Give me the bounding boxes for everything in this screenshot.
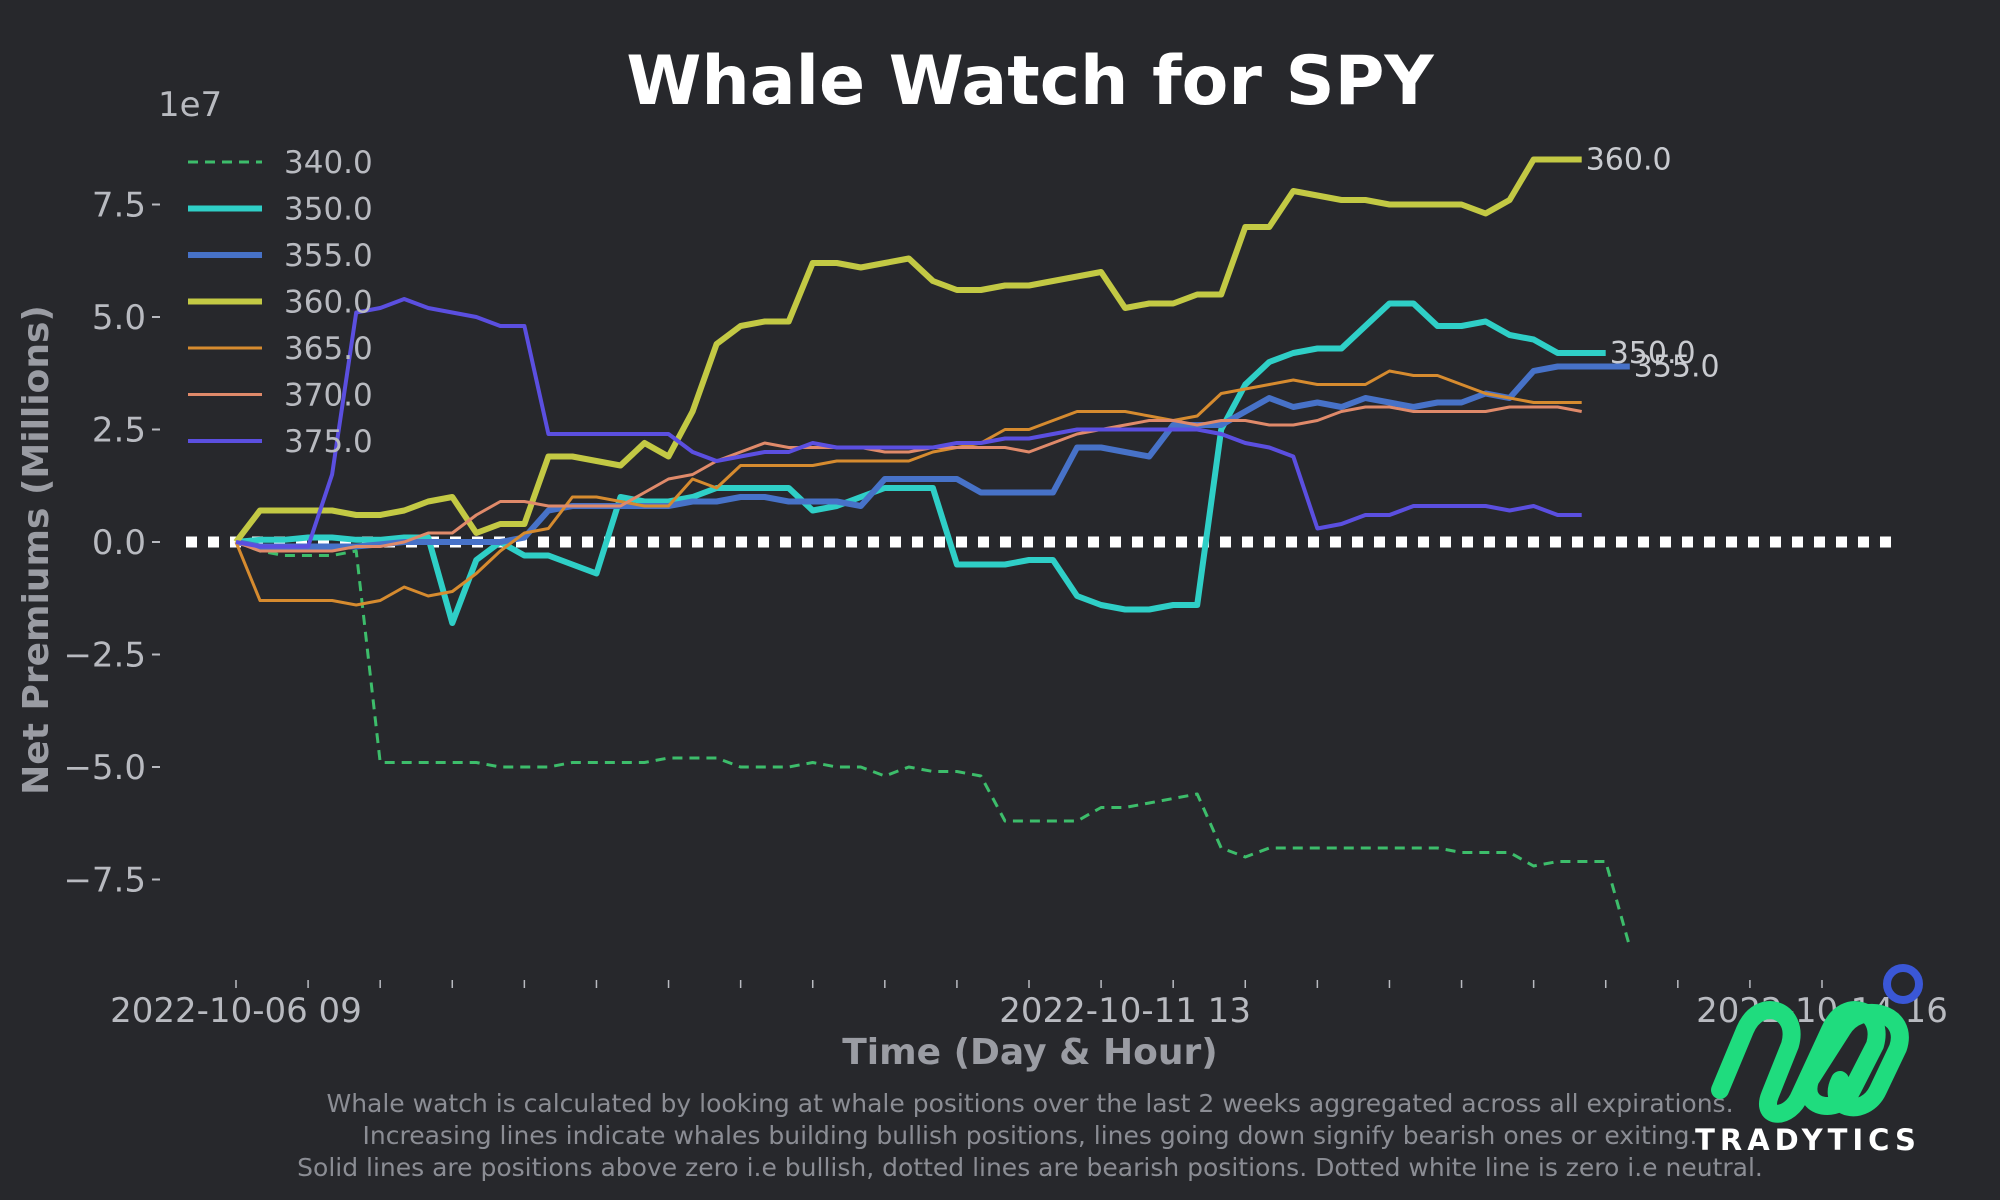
- series-line-360.0: [233, 156, 1582, 544]
- y-axis-label: Net Premiums (Millions): [16, 305, 57, 795]
- end-label: 355.0: [1634, 350, 1720, 385]
- legend-label: 370.0: [284, 378, 373, 414]
- end-label: 360.0: [1586, 143, 1672, 178]
- x-tick-label: 2022-10-06 09: [110, 991, 362, 1031]
- y-tick-label: −2.5: [63, 636, 146, 676]
- y-tick-label: 5.0: [92, 298, 146, 338]
- series-line-370.0: [235, 405, 1582, 553]
- legend-label: 375.0: [284, 424, 373, 460]
- x-axis: 2022-10-06 09 2022-10-11 13 2022-10-14 16: [110, 980, 1948, 1031]
- legend-label: 365.0: [284, 331, 373, 367]
- series-line-340.0: [235, 540, 1632, 948]
- legend-label: 360.0: [284, 285, 373, 321]
- y-offset-label: 1e7: [158, 85, 222, 125]
- brand-name: TRADYTICS: [1695, 1123, 1921, 1157]
- series-line-375.0: [235, 297, 1582, 549]
- x-axis-label: Time (Day & Hour): [842, 1032, 1218, 1073]
- end-label: 350.0: [1610, 336, 1696, 371]
- legend-label: 340.0: [284, 145, 373, 181]
- footer-line-3: Solid lines are positions above zero i.e…: [297, 1153, 1763, 1182]
- badge-icon: [1883, 964, 1923, 1004]
- series-line-350.0: [235, 300, 1606, 626]
- series-line-365.0: [234, 369, 1582, 607]
- tradytics-logo: TRADYTICS: [1695, 964, 1923, 1157]
- y-tick-label: 7.5: [92, 186, 146, 226]
- x-tick-label: 2022-10-11 13: [999, 991, 1251, 1031]
- legend-label: 355.0: [284, 238, 373, 274]
- legend-label: 350.0: [284, 192, 373, 228]
- series-lines: [233, 156, 1632, 948]
- legend: 340.0 350.0 355.0 360.0 365.0 370.0 375.0: [188, 145, 373, 460]
- y-tick-label: −5.0: [63, 748, 146, 788]
- series-line-355.0: [235, 363, 1630, 550]
- y-axis: 7.5 5.0 2.5 0.0 −2.5 −5.0 −7.5: [63, 186, 160, 901]
- y-tick-label: 0.0: [92, 523, 146, 563]
- y-tick-label: 2.5: [92, 411, 146, 451]
- chart-title: Whale Watch for SPY: [626, 42, 1434, 121]
- tradytics-logo-icon: [1711, 1001, 1909, 1123]
- footer-line-2: Increasing lines indicate whales buildin…: [363, 1121, 1698, 1150]
- y-tick-label: −7.5: [63, 861, 146, 901]
- footer-line-1: Whale watch is calculated by looking at …: [326, 1089, 1733, 1118]
